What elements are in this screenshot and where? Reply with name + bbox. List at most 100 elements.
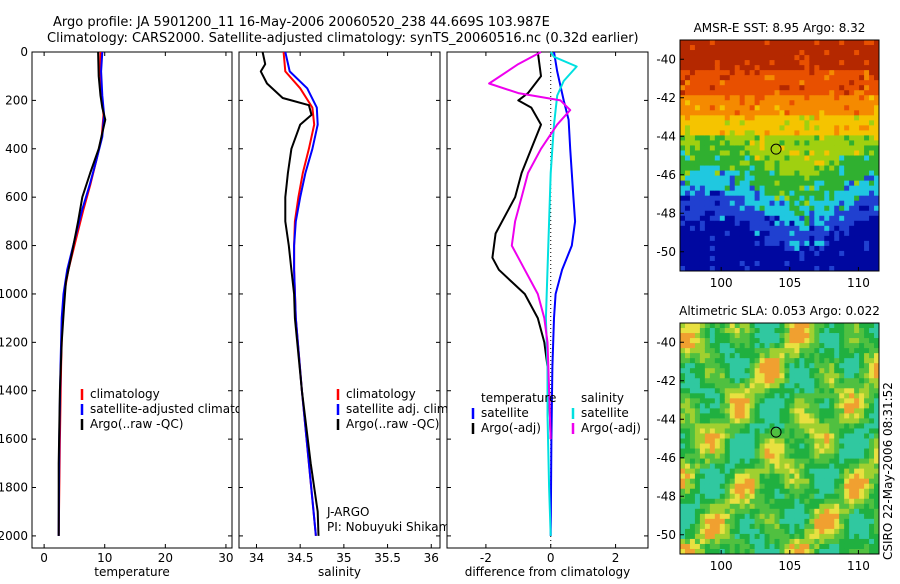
map-cell — [849, 130, 855, 136]
map-cell — [874, 398, 880, 404]
map-cell — [779, 50, 785, 56]
map-cell — [814, 323, 820, 329]
map-cell — [749, 443, 756, 450]
map-cell — [684, 433, 691, 439]
map-cell — [779, 235, 785, 242]
map-cell — [684, 115, 691, 121]
map-cell — [784, 533, 790, 540]
map-cell — [804, 250, 810, 257]
map-cell — [724, 140, 731, 146]
map-cell — [759, 503, 766, 510]
map-cell — [829, 533, 835, 540]
map-cell — [764, 418, 771, 424]
map-cell — [719, 353, 726, 359]
map-cell — [744, 498, 751, 505]
map-cell — [814, 185, 820, 192]
map-cell — [734, 523, 741, 530]
map-cell — [739, 235, 746, 242]
map-cell — [814, 338, 820, 344]
map-cell — [834, 60, 840, 66]
map-cell — [734, 190, 741, 197]
map-cell — [824, 50, 830, 56]
map-cell — [774, 328, 780, 334]
map-cell — [684, 190, 691, 197]
map-cell — [834, 338, 840, 344]
map-cell — [834, 333, 840, 339]
map-cell — [859, 240, 865, 247]
map-cell — [739, 548, 746, 555]
map-cell — [809, 175, 815, 182]
map-cell — [744, 40, 751, 46]
map-cell — [734, 338, 741, 344]
map-cell — [754, 245, 761, 252]
map-cell — [739, 433, 746, 439]
map-cell — [809, 240, 815, 247]
map-cell — [749, 393, 756, 399]
map-cell — [704, 383, 711, 389]
map-cell — [859, 100, 865, 106]
map-cell — [819, 205, 825, 212]
map-cell — [749, 538, 756, 545]
map-cell — [689, 373, 696, 379]
map-cell — [744, 95, 751, 101]
map-cell — [809, 478, 815, 485]
map-cell — [794, 140, 800, 146]
map-cell — [714, 443, 721, 450]
map-cell — [814, 533, 820, 540]
map-cell — [704, 235, 711, 242]
map-cell — [844, 85, 850, 91]
map-cell — [794, 508, 800, 515]
map-cell — [694, 85, 701, 91]
map-cell — [744, 145, 751, 151]
map-cell — [680, 548, 686, 555]
map-cell — [809, 453, 815, 460]
map-cell — [769, 478, 776, 485]
map-cell — [874, 180, 880, 187]
map-cell — [784, 463, 790, 470]
map-cell — [680, 250, 686, 257]
map-cell — [789, 100, 795, 106]
x-tick-label: -2 — [480, 551, 492, 565]
map-cell — [744, 543, 751, 550]
map-cell — [804, 423, 810, 429]
map-cell — [794, 523, 800, 530]
map-cell — [724, 160, 731, 167]
map-cell — [689, 483, 696, 490]
map-cell — [754, 548, 761, 555]
map-cell — [844, 383, 850, 389]
map-cell — [729, 60, 736, 66]
map-cell — [844, 255, 850, 262]
map-cell — [699, 338, 706, 344]
map-cell — [694, 368, 701, 374]
map-cell — [849, 160, 855, 167]
map-cell — [854, 65, 860, 71]
map-cell — [789, 473, 795, 480]
map-cell — [684, 180, 691, 187]
map-cell — [834, 115, 840, 121]
map-cell — [824, 165, 830, 172]
map-cell — [769, 408, 776, 414]
map-cell — [754, 518, 761, 525]
map-cell — [719, 478, 726, 485]
map-cell — [869, 160, 875, 167]
map-cell — [769, 205, 776, 212]
map-cell — [719, 458, 726, 465]
map-cell — [864, 45, 870, 51]
map-cell — [754, 50, 761, 56]
map-cell — [699, 333, 706, 339]
map-cell — [864, 423, 870, 429]
map-cell — [729, 423, 736, 429]
map-cell — [714, 230, 721, 237]
map-cell — [684, 175, 691, 182]
map-cell — [734, 60, 741, 66]
map-cell — [769, 458, 776, 465]
map-cell — [729, 343, 736, 349]
map-cell — [729, 130, 736, 136]
x-tick-label: 34.5 — [287, 551, 314, 565]
map-cell — [734, 250, 741, 257]
map-cell — [709, 443, 716, 450]
map-cell — [839, 200, 845, 207]
map-cell — [799, 543, 805, 550]
map-cell — [799, 165, 805, 172]
map-cell — [839, 65, 845, 71]
